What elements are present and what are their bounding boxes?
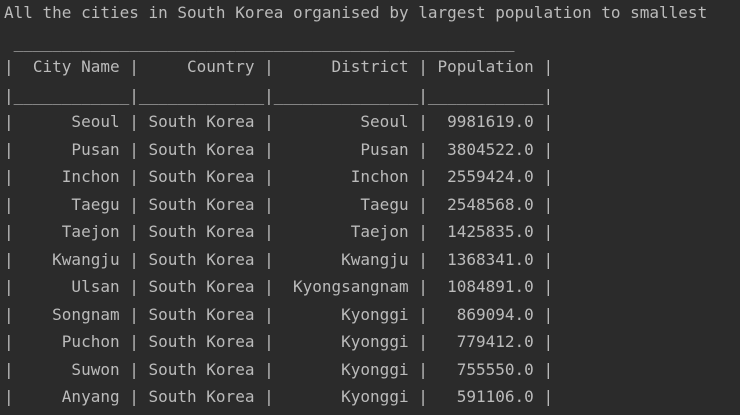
table-row: | Pusan | South Korea | Pusan | 3804522.… bbox=[4, 139, 554, 159]
table-row: | Puchon | South Korea | Kyonggi | 77941… bbox=[4, 332, 554, 351]
table-row: | Songnam | South Korea | Kyonggi | 8690… bbox=[4, 304, 554, 324]
table-row: | Kwangju | South Korea | Kwangju | 1368… bbox=[4, 249, 554, 269]
table-row: | Taejon | South Korea | Taejon | 142583… bbox=[4, 222, 554, 241]
table-row: | Inchon | South Korea | Inchon | 255942… bbox=[4, 167, 554, 186]
table-row: | Seoul | South Korea | Seoul | 9981619.… bbox=[4, 112, 554, 131]
table-row: | Anyang | South Korea | Kyonggi | 59110… bbox=[4, 387, 554, 406]
table-row: | Taegu | South Korea | Taegu | 2548568.… bbox=[4, 194, 554, 214]
table-top-border: ________________________________________… bbox=[4, 33, 515, 52]
output-heading: All the cities in South Korea organised … bbox=[4, 3, 708, 22]
table-row: | Ulsan | South Korea | Kyongsangnam | 1… bbox=[4, 277, 554, 296]
table-header-separator: |____________|_____________|____________… bbox=[4, 86, 554, 105]
table-header-row: | City Name | Country | District | Popul… bbox=[4, 57, 554, 76]
table-row: | Suwon | South Korea | Kyonggi | 755550… bbox=[4, 359, 554, 379]
console-output[interactable]: All the cities in South Korea organised … bbox=[4, 0, 740, 415]
